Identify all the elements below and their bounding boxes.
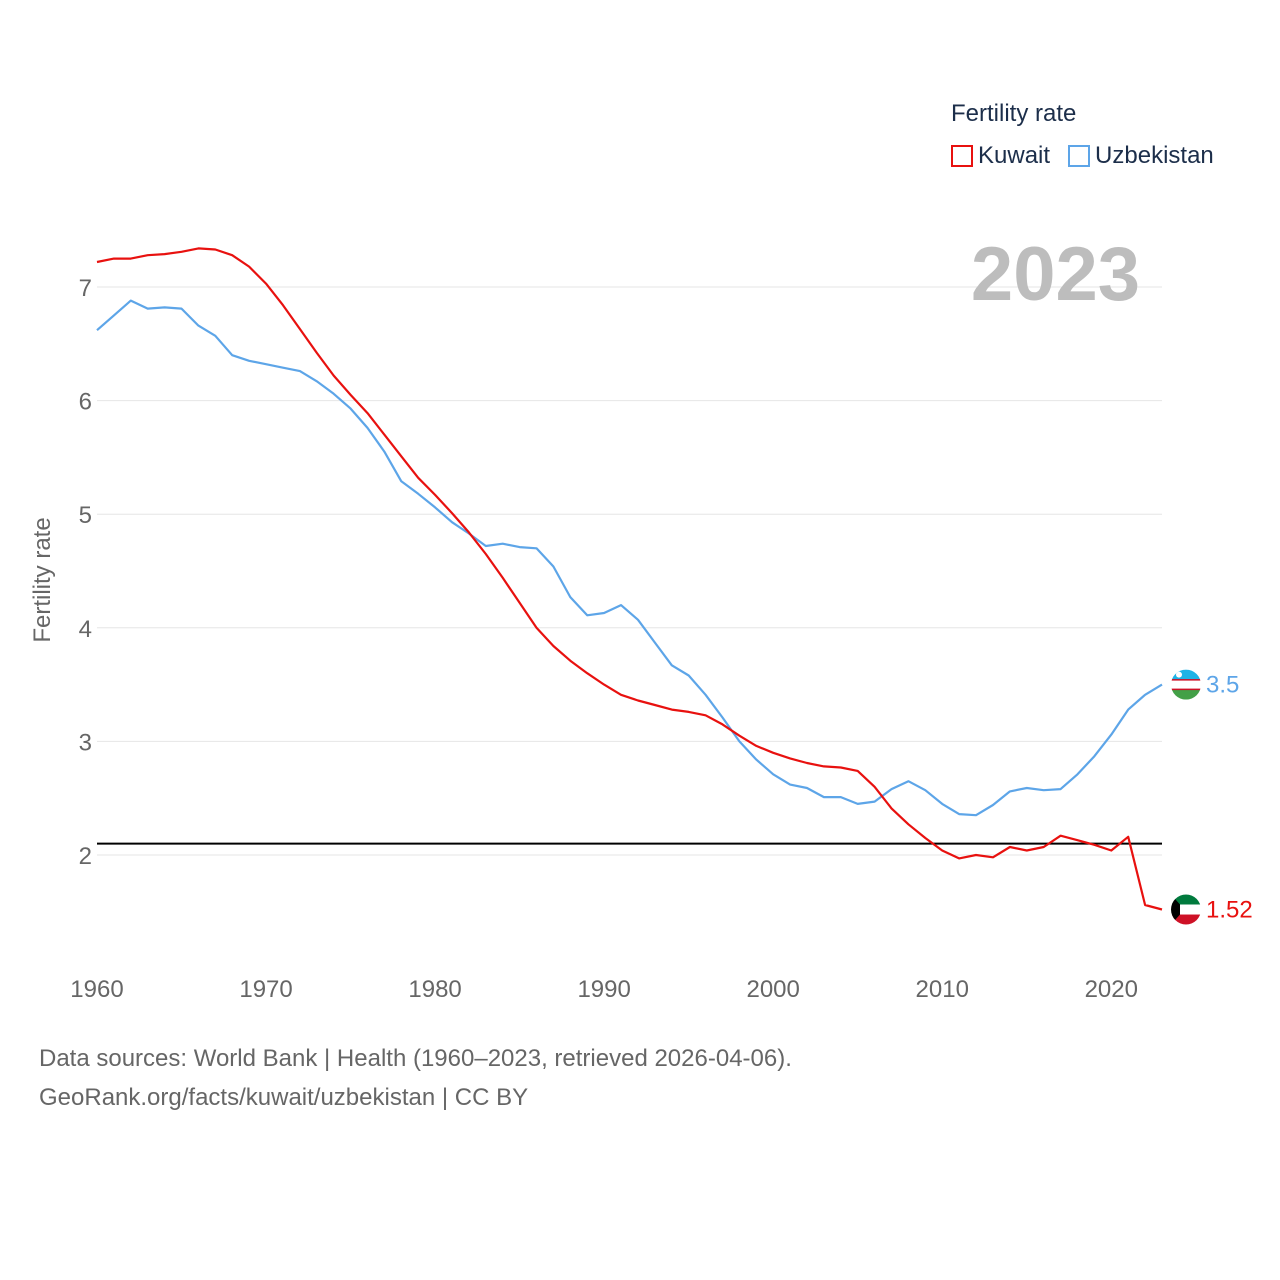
x-tick-2020: 2020 <box>1085 976 1138 1003</box>
x-tick-1960: 1960 <box>70 976 123 1003</box>
series-line-uzbekistan <box>96 299 1163 817</box>
legend-swatch-kuwait <box>951 145 973 167</box>
x-tick-labels: 1960 1970 1980 1990 2000 2010 2020 <box>70 976 1138 1003</box>
series-line-kuwait <box>96 247 1163 911</box>
y-tick-labels: 2 3 4 5 6 7 <box>79 275 92 870</box>
gridlines <box>97 286 1162 856</box>
y-tick-7: 7 <box>79 275 92 302</box>
legend-title: Fertility rate <box>951 100 1077 127</box>
data-source-note: Data sources: World Bank | Health (1960–… <box>39 1045 792 1072</box>
x-tick-1990: 1990 <box>577 976 630 1003</box>
y-tick-6: 6 <box>79 389 92 416</box>
y-axis-label: Fertility rate <box>29 517 56 642</box>
y-tick-4: 4 <box>79 616 92 643</box>
legend-item-kuwait[interactable]: Kuwait <box>951 142 1050 170</box>
series-lines <box>96 247 1163 911</box>
legend-label-kuwait: Kuwait <box>978 142 1051 169</box>
end-label-uzbekistan: 3.5 <box>1206 672 1239 699</box>
legend-label-uzbekistan: Uzbekistan <box>1095 142 1214 169</box>
x-tick-2010: 2010 <box>916 976 969 1003</box>
year-label: 2023 <box>971 232 1140 317</box>
legend-swatch-uzbekistan <box>1068 145 1091 167</box>
y-tick-3: 3 <box>79 729 92 756</box>
legend: Kuwait Uzbekistan <box>951 142 1232 170</box>
end-markers: 3.5 1.52 <box>1171 669 1253 925</box>
x-tick-2000: 2000 <box>746 976 799 1003</box>
y-tick-5: 5 <box>79 502 92 529</box>
legend-item-uzbekistan[interactable]: Uzbekistan <box>1068 142 1214 170</box>
flag-icon-uzbekistan <box>1171 669 1201 700</box>
source-link[interactable]: GeoRank.org/facts/kuwait/uzbekistan | CC… <box>39 1084 529 1111</box>
x-tick-1980: 1980 <box>408 976 461 1003</box>
end-label-kuwait: 1.52 <box>1206 897 1253 924</box>
y-tick-2: 2 <box>79 843 92 870</box>
x-tick-1970: 1970 <box>239 976 292 1003</box>
flag-icon-kuwait <box>1171 894 1201 925</box>
